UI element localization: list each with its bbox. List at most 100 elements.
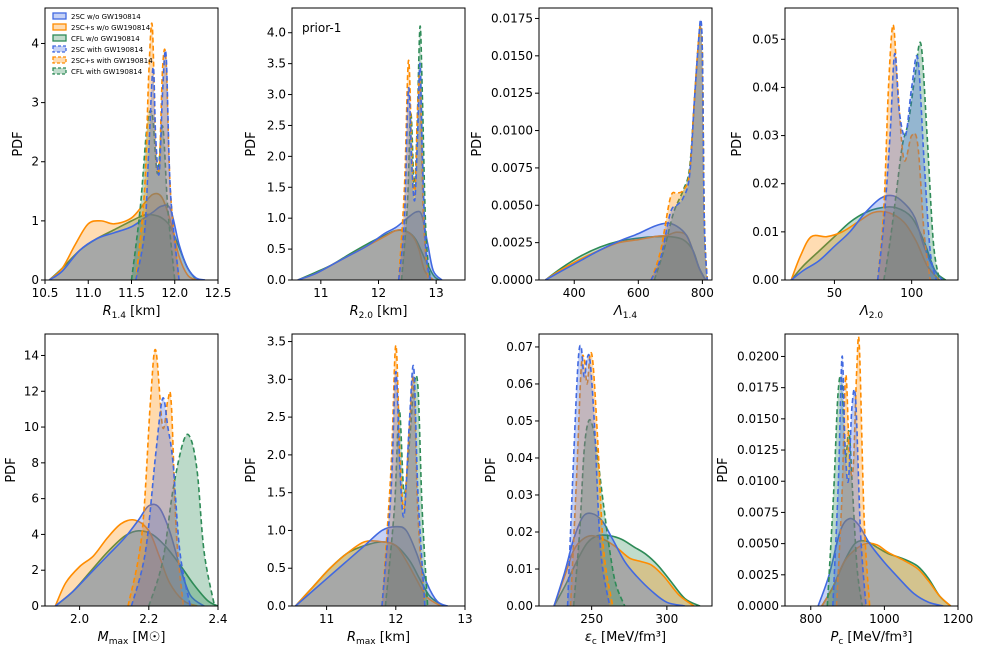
y-tick-label: 2.0 <box>267 149 286 163</box>
series-fill-2sc-s-with-gw190814 <box>381 345 425 606</box>
x-tick-label: 11.5 <box>118 286 145 300</box>
series-fill-2sc-with-gw190814 <box>567 345 610 606</box>
series-line-cfl-with-gw190814 <box>384 374 429 606</box>
y-tick-label: 3.0 <box>267 88 286 102</box>
x-label-unit: [MeV/fm³] <box>843 630 912 645</box>
x-axis-label: Pc [MeV/fm³] <box>830 630 912 647</box>
series-fill-2sc-s-with-gw190814 <box>570 352 613 606</box>
y-tick-label: 0.03 <box>506 488 533 502</box>
series-fill-2sc-with-gw190814 <box>131 397 191 606</box>
y-tick-label: 0.01 <box>506 562 533 576</box>
y-tick-label: 0.07 <box>506 340 533 354</box>
series-line-2sc-w-o-gw190814 <box>545 222 707 280</box>
series-fill-2sc-with-gw190814 <box>381 365 425 606</box>
series-fill-2sc-w-o-gw190814 <box>545 223 706 280</box>
y-tick-label: 0.0100 <box>737 474 779 488</box>
legend-label: 2SC+s with GW190814 <box>71 57 153 65</box>
x-tick-label: 800 <box>799 612 822 626</box>
y-tick-label: 3.5 <box>267 335 286 349</box>
series-line-cfl-w-o-gw190814 <box>790 206 947 280</box>
x-label-unit: [MeV/fm³] <box>597 630 666 645</box>
x-label-main: ε <box>585 630 592 645</box>
plot-area-Rmax <box>294 344 449 606</box>
series-line-2sc-with-gw190814 <box>650 18 708 280</box>
y-tick-label: 0.0000 <box>737 599 779 613</box>
y-tick-label: 0.0175 <box>491 11 533 25</box>
y-tick-label: 0.0025 <box>737 568 779 582</box>
y-tick-label: 0.0125 <box>737 443 779 457</box>
series-line-2sc-s-with-gw190814 <box>569 351 614 606</box>
y-tick-label: 0.0075 <box>737 505 779 519</box>
series-fill-2sc-s-w-o-gw190814 <box>55 519 198 606</box>
y-tick-label: 0.0175 <box>737 381 779 395</box>
series-line-2sc-with-gw190814 <box>130 397 192 606</box>
x-axis-label: Λ1.4 <box>613 304 637 321</box>
x-tick-label: 12.0 <box>161 286 188 300</box>
series-line-cfl-with-gw190814 <box>130 109 176 280</box>
legend-label: 2SC+s w/o GW190814 <box>71 24 151 32</box>
series-fill-cfl-with-gw190814 <box>148 434 215 606</box>
y-axis-label: PDF <box>11 131 26 156</box>
series-fill-cfl-w-o-gw190814 <box>49 214 197 280</box>
x-tick-label: 600 <box>627 286 650 300</box>
legend-label: CFL w/o GW190814 <box>71 35 140 43</box>
x-axis-label: Rmax [km] <box>347 630 410 647</box>
x-tick-label: 11 <box>313 286 328 300</box>
y-tick-label: 0.0025 <box>491 236 533 250</box>
axes-frame <box>538 333 713 607</box>
y-tick-label: 0.01 <box>752 225 779 239</box>
y-tick-label: 2.5 <box>267 410 286 424</box>
legend-label: 2SC w/o GW190814 <box>71 13 141 21</box>
y-tick-label: 4 <box>31 36 39 50</box>
x-label-main: R <box>350 304 359 319</box>
y-tick-label: 0.0125 <box>491 86 533 100</box>
legend-swatch <box>52 34 67 42</box>
y-tick-label: 3 <box>31 96 39 110</box>
y-tick-label: 1.0 <box>267 523 286 537</box>
x-tick-label: 11 <box>319 612 334 626</box>
x-tick-label: 12.5 <box>205 286 232 300</box>
panel-Pc: 800 1000 1200 0.0000 0.0025 0.0050 0.0075 0.010… <box>716 333 973 647</box>
plot-area-L14 <box>544 18 708 280</box>
x-tick-label: 10.5 <box>32 286 59 300</box>
plot-area-Pc <box>817 335 952 606</box>
series-fill-2sc-s-with-gw190814 <box>877 24 931 280</box>
legend-swatch <box>52 45 67 53</box>
series-fill-2sc-s-w-o-gw190814 <box>49 193 197 280</box>
series-fill-cfl-with-gw190814 <box>883 42 940 280</box>
x-label-sub: 2.0 <box>869 311 884 321</box>
axes-frame <box>538 7 713 281</box>
series-fill-cfl-with-gw190814 <box>131 110 175 280</box>
series-fill-2sc-with-gw190814 <box>832 356 866 606</box>
y-tick-label: 2 <box>31 563 39 577</box>
legend: 2SC w/o GW190814 2SC+s w/o GW190814 CFL w/… <box>52 12 153 76</box>
x-label-main: M <box>98 630 109 645</box>
series-fill-2sc-w-o-gw190814 <box>295 526 448 606</box>
series-fill-2sc-with-gw190814 <box>135 50 180 280</box>
x-tick-label: 400 <box>563 286 586 300</box>
y-tick-label: 0.0075 <box>491 161 533 175</box>
y-tick-label: 0.0000 <box>491 273 533 287</box>
y-tick-label: 0.5 <box>267 242 286 256</box>
y-tick-label: 0.00 <box>506 599 533 613</box>
series-fill-2sc-w-o-gw190814 <box>55 504 205 606</box>
x-tick-label: 2.4 <box>208 612 227 626</box>
y-tick-label: 1.5 <box>267 180 286 194</box>
x-label-main: R <box>347 630 356 645</box>
y-tick-label: 14 <box>24 348 39 362</box>
y-tick-label: 0.03 <box>752 129 779 143</box>
series-fill-2sc-w-o-gw190814 <box>49 204 206 280</box>
y-axis-label: PDF <box>716 457 731 482</box>
y-tick-label: 0.0150 <box>737 412 779 426</box>
panel-R20: 11 12 130.00.51.01.52.02.53.03.54.0R2.0 [k… <box>244 7 466 321</box>
y-tick-label: 10 <box>24 420 39 434</box>
axes-frame <box>784 7 959 281</box>
y-tick-label: 0.0200 <box>737 349 779 363</box>
y-tick-label: 0.0050 <box>491 198 533 212</box>
x-label-sub: c <box>838 637 843 647</box>
series-line-2sc-w-o-gw190814 <box>48 204 206 280</box>
y-tick-label: 0.04 <box>506 451 533 465</box>
series-fill-cfl-with-gw190814 <box>654 25 708 280</box>
panel-Mmax: 2.0 2.2 2.4 0 2 4 6 8 10 12 14 Mmax [M☉] PDF <box>4 333 228 647</box>
axes-frame <box>44 333 219 607</box>
